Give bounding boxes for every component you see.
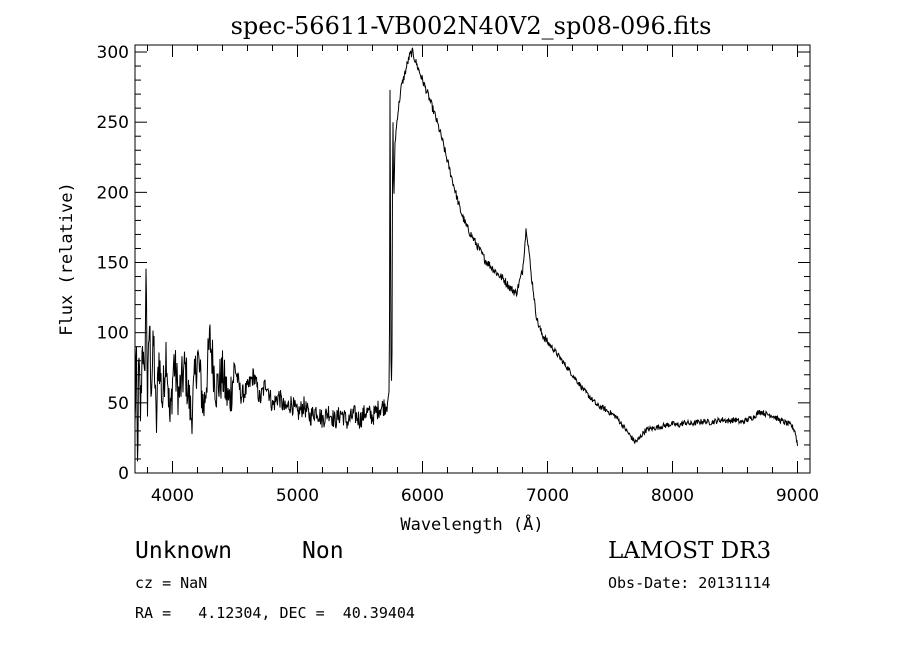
- x-axis-label: Wavelength (Å): [400, 513, 543, 535]
- axis-ticks: [135, 45, 810, 474]
- x-tick-label: 8000: [651, 486, 694, 506]
- y-tick-label: 100: [97, 324, 129, 344]
- x-tick-labels: 4000 5000 6000 7000 8000 9000: [151, 486, 819, 506]
- x-tick-label: 5000: [276, 486, 319, 506]
- y-tick-label: 0: [118, 464, 129, 484]
- y-tick-label: 200: [97, 183, 129, 203]
- x-tick-label: 4000: [151, 486, 194, 506]
- spectrum-line: [134, 47, 798, 462]
- object-subclass: Non: [302, 538, 344, 564]
- redshift-cz: cz = NaN: [135, 574, 208, 592]
- object-class: Unknown: [135, 538, 232, 564]
- x-tick-label: 9000: [776, 486, 819, 506]
- plot-frame: [134, 44, 811, 474]
- observation-date: Obs-Date: 20131114: [608, 574, 771, 592]
- y-tick-label: 50: [107, 394, 129, 414]
- coordinates: RA = 4.12304, DEC = 40.39404: [135, 604, 415, 622]
- survey-name: LAMOST DR3: [608, 538, 772, 564]
- x-tick-label: 6000: [401, 486, 444, 506]
- y-tick-label: 150: [97, 254, 129, 274]
- x-tick-label: 7000: [526, 486, 569, 506]
- y-tick-label: 300: [97, 43, 129, 63]
- chart-title: spec-56611-VB002N40V2_sp08-096.fits: [231, 12, 712, 40]
- y-tick-labels: 0 50 100 150 200 250 300: [97, 43, 129, 484]
- y-tick-label: 250: [97, 113, 129, 133]
- y-axis-label: Flux (relative): [57, 182, 77, 336]
